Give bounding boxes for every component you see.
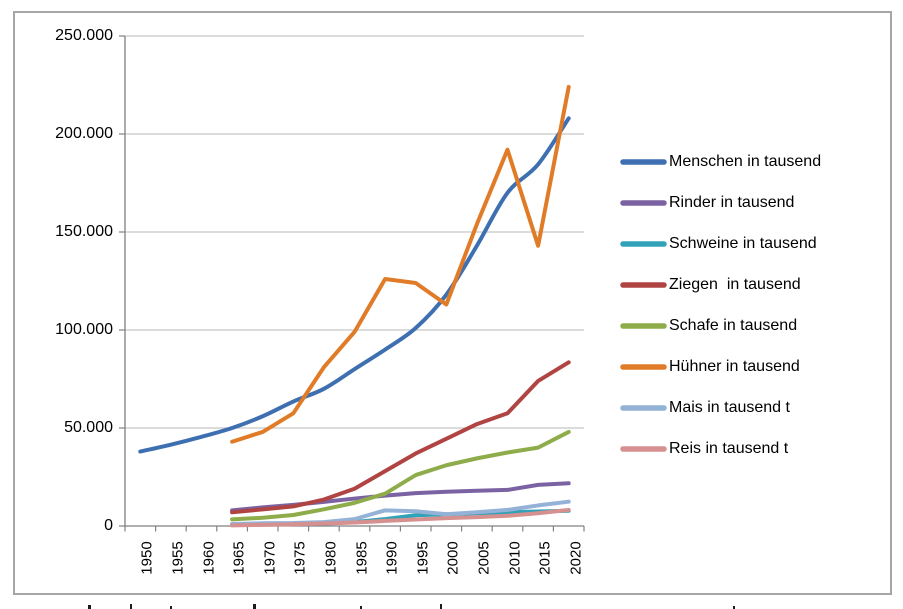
x-tick-label: 1955: [169, 541, 187, 575]
x-tick-label: 1980: [322, 541, 340, 575]
x-tick-label: 1965: [230, 541, 248, 575]
x-tick-label: 1950: [138, 541, 156, 575]
legend-line-swatch-icon: [620, 364, 667, 370]
legend-item-rinder-in-tausend: Rinder in tausend: [620, 191, 794, 215]
legend-line-swatch-icon: [620, 405, 667, 411]
x-tick-label: 1975: [291, 541, 309, 575]
y-tick-label: 100.000: [55, 321, 113, 338]
x-tick-label: 2010: [506, 541, 523, 575]
x-tick-label: 1960: [200, 541, 217, 575]
legend-line-swatch-icon: [620, 282, 667, 288]
legend-item-reis-in-tausend-t: Reis in tausend t: [620, 437, 788, 461]
legend-label: Ziegen in tausend: [669, 276, 801, 293]
legend-label: Schweine in tausend: [669, 235, 817, 252]
legend-label: Hühner in tausend: [669, 358, 800, 375]
y-tick-label: 0: [104, 517, 113, 534]
legend-item-ziegen-in-tausend: Ziegen in tausend: [620, 273, 801, 297]
legend-line-swatch-icon: [620, 159, 667, 165]
legend-label: Rinder in tausend: [669, 194, 795, 211]
legend-line-swatch-icon: [620, 200, 667, 206]
legend-label: Reis in tausend t: [669, 440, 789, 457]
series-line-huhner-in-tausend: [230, 84, 571, 444]
x-tick-label: 2000: [444, 541, 462, 575]
y-tick-label: 250.000: [55, 27, 113, 44]
legend-line-swatch-icon: [620, 241, 667, 247]
chart-border: [13, 11, 892, 595]
series-line-schafe-in-tausend: [230, 429, 571, 522]
legend-label: Mais in tausend t: [669, 399, 790, 416]
x-tick-label: 1985: [353, 541, 370, 575]
legend-label: Menschen in tausend: [669, 153, 822, 170]
legend-item-schafe-in-tausend: Schafe in tausend: [620, 314, 797, 338]
legend-line-swatch-icon: [620, 446, 667, 452]
legend-item-huhner-in-tausend: Hühner in tausend: [620, 355, 800, 379]
x-tick-label: 2020: [567, 541, 585, 575]
legend-item-mais-in-tausend-t: Mais in tausend t: [620, 396, 790, 420]
series-line-reis-in-tausend-t: [230, 507, 571, 528]
x-tick-label: 1990: [383, 541, 401, 575]
y-tick-label: 200.000: [55, 125, 113, 142]
legend-item-menschen-in-tausend: Menschen in tausend: [620, 150, 821, 174]
y-tick-label: 150.000: [55, 223, 113, 240]
series-line-menschen-in-tausend: [138, 116, 571, 454]
legend-line-swatch-icon: [620, 323, 667, 329]
x-tick-label: 2005: [475, 541, 493, 575]
x-tick-label: 2015: [536, 541, 554, 575]
series-line-ziegen-in-tausend: [230, 360, 571, 515]
y-tick-label: 50.000: [64, 419, 113, 436]
legend-label: Schafe in tausend: [669, 317, 798, 334]
x-tick-label: 1970: [261, 541, 279, 575]
legend-item-schweine-in-tausend: Schweine in tausend: [620, 232, 817, 256]
x-tick-label: 1995: [414, 541, 432, 575]
